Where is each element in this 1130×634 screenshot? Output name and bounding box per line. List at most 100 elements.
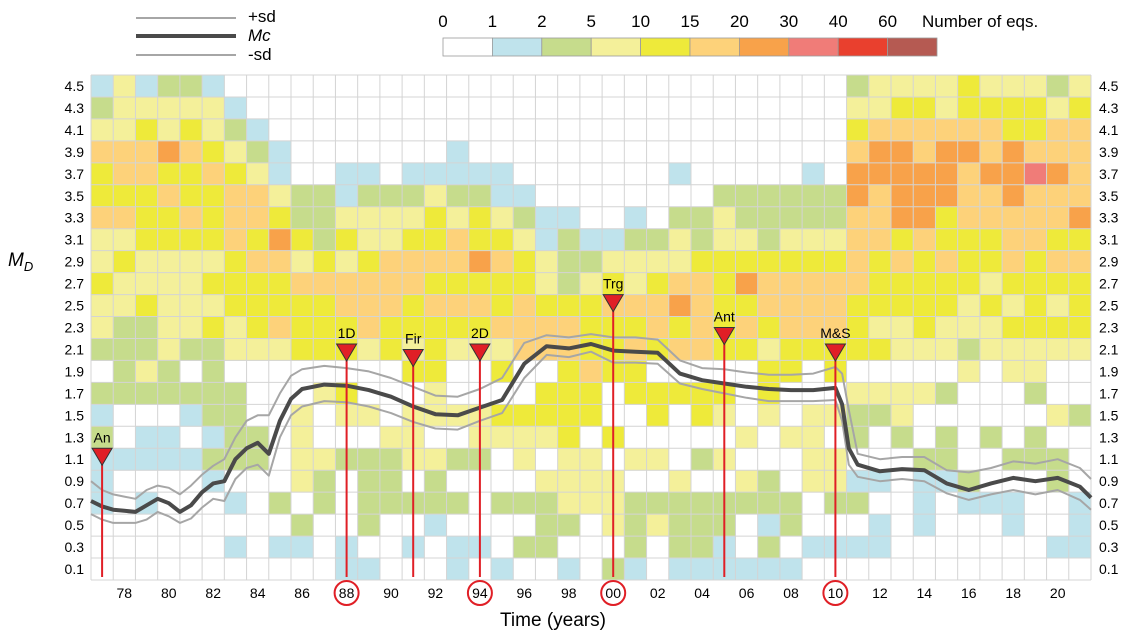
heatmap-cell [224,184,247,208]
heatmap-cell [202,360,225,383]
heatmap-cell [802,294,825,317]
heatmap-cell [557,228,581,252]
heatmap-cell [913,206,936,230]
heatmap-cell [91,184,114,208]
heatmap-cell [646,272,670,295]
heatmap-cell [1024,228,1047,252]
heatmap-cell [157,382,181,405]
heatmap-cell [202,206,225,230]
y-tick-label: 0.5 [65,517,85,533]
heatmap-cell [424,382,447,405]
heatmap-cell [113,338,136,361]
heatmap-cell [291,514,314,537]
heatmap-cell [802,206,825,230]
heatmap-cell [846,294,870,317]
circled-tick-marker [466,580,493,606]
heatmap-cell [491,558,514,581]
heatmap-cell [91,118,114,142]
heatmap-cell [757,338,781,361]
heatmap-cell [1024,75,1047,98]
heatmap-cell [91,404,114,427]
heatmap-cell [757,360,781,383]
heatmap-cell [602,250,625,274]
heatmap-cell [579,360,603,383]
heatmap-cell [646,514,670,537]
heatmap-cell [313,492,336,515]
heatmap-cell [424,250,447,274]
heatmap-cell [757,558,781,581]
y-tick-label: 4.1 [1099,122,1119,138]
heatmap-cell [913,294,936,317]
heatmap-cell [913,250,936,274]
y-tick-label: 2.9 [65,254,85,270]
heatmap-cell [646,338,670,361]
heatmap-cell [535,492,559,515]
heatmap-cell [135,118,159,142]
heatmap-cell [424,228,447,252]
heatmap-cell [468,162,492,186]
heatmap-cell [246,272,270,295]
heatmap-cell [913,75,936,98]
heatmap-cell [913,338,936,361]
heatmap-cell [246,118,270,142]
heatmap-cell [491,316,514,339]
heatmap-cell [491,426,514,449]
heatmap-cell [757,294,781,317]
heatmap-cell [557,404,581,427]
heatmap-cell [979,75,1003,98]
heatmap-cell [935,448,959,471]
heatmap-cell [424,294,447,317]
heatmap-cell [91,206,114,230]
heatmap-cell [802,272,825,295]
heatmap-cell [113,184,136,208]
heatmap-cell [868,382,892,405]
heatmap-cell [402,294,425,317]
heatmap-cell [491,206,514,230]
heatmap-cell [846,404,870,427]
heatmap-cell [491,228,514,252]
heatmap-cell [557,470,581,493]
heatmap-cell [602,228,625,252]
heatmap-cell [713,206,736,230]
x-tick-label: 04 [694,585,710,601]
x-tick-label: 02 [650,585,666,601]
x-tick-label: 18 [1005,585,1021,601]
y-tick-label: 4.3 [65,100,85,116]
heatmap-cell [313,316,336,339]
heatmap-cell [424,492,447,515]
heatmap-cell [913,118,936,142]
heatmap-cell [535,294,559,317]
heatmap-cell [357,272,381,295]
heatmap-cell [513,316,536,339]
event-marker-triangle [713,327,736,346]
colorbar-swatch [887,37,938,57]
heatmap-cell [1002,228,1025,252]
event-marker-triangle [402,349,425,368]
heatmap-cell [535,250,559,274]
heatmap-cell [557,448,581,471]
heatmap-cell [624,272,647,295]
heatmap-cell [491,360,514,383]
heatmap-cell [246,448,270,471]
heatmap-cell [91,162,114,186]
heatmap-cell [957,360,981,383]
heatmap-cell [313,470,336,493]
y-tick-label: 1.5 [65,407,85,423]
heatmap-cell [735,470,759,493]
heatmap-cell [535,514,559,537]
heatmap-cell [113,228,136,252]
heatmap-cell [113,360,136,383]
heatmap-cell [557,250,581,274]
y-tick-label: 2.5 [65,298,85,314]
y-tick-label: 4.1 [65,122,85,138]
heatmap-cell [713,272,736,295]
heatmap-cell [779,558,803,581]
heatmap-cell [513,338,536,361]
heatmap-cell [1002,492,1025,515]
heatmap-cell [1002,294,1025,317]
heatmap-cell [291,448,314,471]
heatmap-cell [291,184,314,208]
heatmap-cell [313,448,336,471]
heatmap-cell [802,250,825,274]
heatmap-cell [979,338,1003,361]
